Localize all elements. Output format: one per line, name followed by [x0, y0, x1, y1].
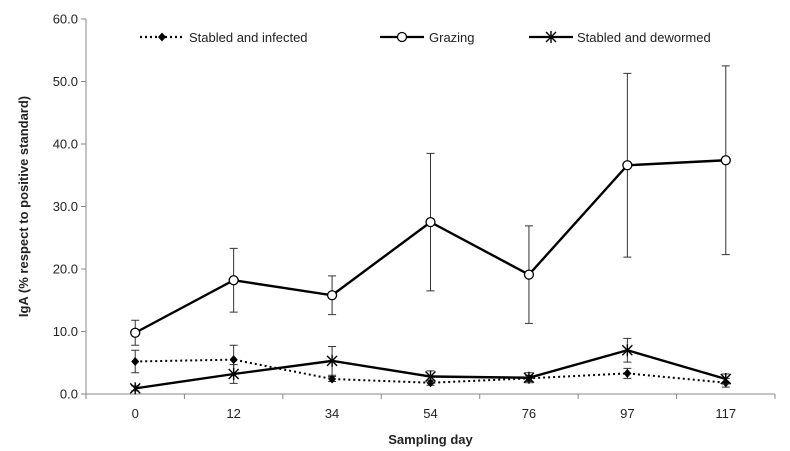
data-point: [228, 368, 240, 380]
y-tick-label: 10.0: [53, 324, 78, 339]
data-point: [228, 275, 239, 286]
data-point: [720, 155, 731, 166]
x-axis-title: Sampling day: [388, 432, 473, 447]
legend-label: Stabled and dewormed: [577, 30, 711, 45]
data-point: [425, 370, 436, 383]
y-tick-label: 20.0: [53, 262, 78, 277]
data-point: [131, 357, 140, 366]
y-axis-title: IgA (% respect to positive standard): [16, 96, 31, 317]
plot-area: 0.0 10.0 20.0 30.0 40.0 50.0 60.0 0 12 34 54 76 97 11…: [53, 12, 776, 421]
y-tick-label: 60.0: [53, 12, 78, 27]
y-tick-label: 40.0: [53, 137, 78, 152]
series-2: [129, 337, 732, 395]
x-tick-label: 0: [132, 406, 139, 421]
data-point: [425, 216, 436, 228]
data-point: [229, 355, 238, 365]
y-tick-label: 50.0: [53, 74, 78, 89]
y-tick-label: 0.0: [60, 387, 78, 402]
data-point: [523, 371, 535, 384]
legend-item-2: Stabled and dewormed: [529, 30, 711, 45]
legend-label: Grazing: [429, 30, 475, 45]
y-tick-label: 30.0: [53, 199, 78, 214]
x-tick-label: 117: [715, 406, 736, 421]
data-point: [622, 160, 633, 171]
data-point: [426, 378, 435, 388]
data-point: [326, 354, 338, 367]
data-point: [621, 344, 633, 357]
data-point: [523, 269, 535, 280]
data-point: [623, 368, 632, 378]
legend-item-0: Stabled and infected: [140, 30, 308, 45]
series-1: [130, 65, 731, 346]
legend-marker: [396, 31, 408, 43]
legend-marker: [158, 32, 166, 42]
data-point: [130, 327, 141, 338]
x-tick-label: 97: [620, 406, 634, 421]
legend-label: Stabled and infected: [189, 30, 308, 45]
data-point: [720, 373, 732, 385]
x-tick-label: 12: [226, 406, 240, 421]
data-point: [328, 374, 337, 384]
data-point: [326, 290, 338, 301]
x-tick-label: 76: [522, 406, 536, 421]
legend-item-1: Grazing: [380, 30, 475, 45]
legend: Stabled and infected Grazing Stabled and d…: [140, 30, 711, 45]
x-tick-label: 34: [325, 406, 339, 421]
x-tick-label: 54: [423, 406, 437, 421]
legend-marker: [545, 31, 557, 43]
data-point: [129, 382, 141, 395]
